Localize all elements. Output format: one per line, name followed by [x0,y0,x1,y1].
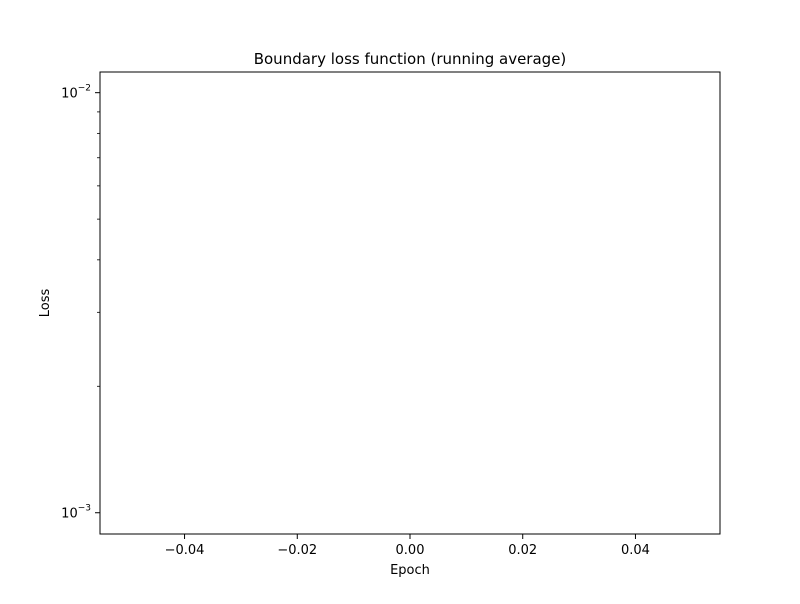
y-tick-label: 10−3 [61,504,91,522]
x-tick-label: −0.02 [277,543,317,558]
y-axis-ticks: 10−3 10−2 [61,84,100,522]
y-axis-label: Loss [38,289,53,318]
x-axis-label: Epoch [390,563,430,578]
x-tick-label: −0.04 [165,543,205,558]
x-tick-label: 0.04 [621,543,650,558]
x-tick-label: 0.00 [396,543,425,558]
chart-title: Boundary loss function (running average) [254,50,567,68]
x-tick-label: 0.02 [508,543,537,558]
x-axis-ticks: −0.04 −0.02 0.00 0.02 0.04 [165,534,650,558]
y-tick-label: 10−2 [61,84,91,102]
